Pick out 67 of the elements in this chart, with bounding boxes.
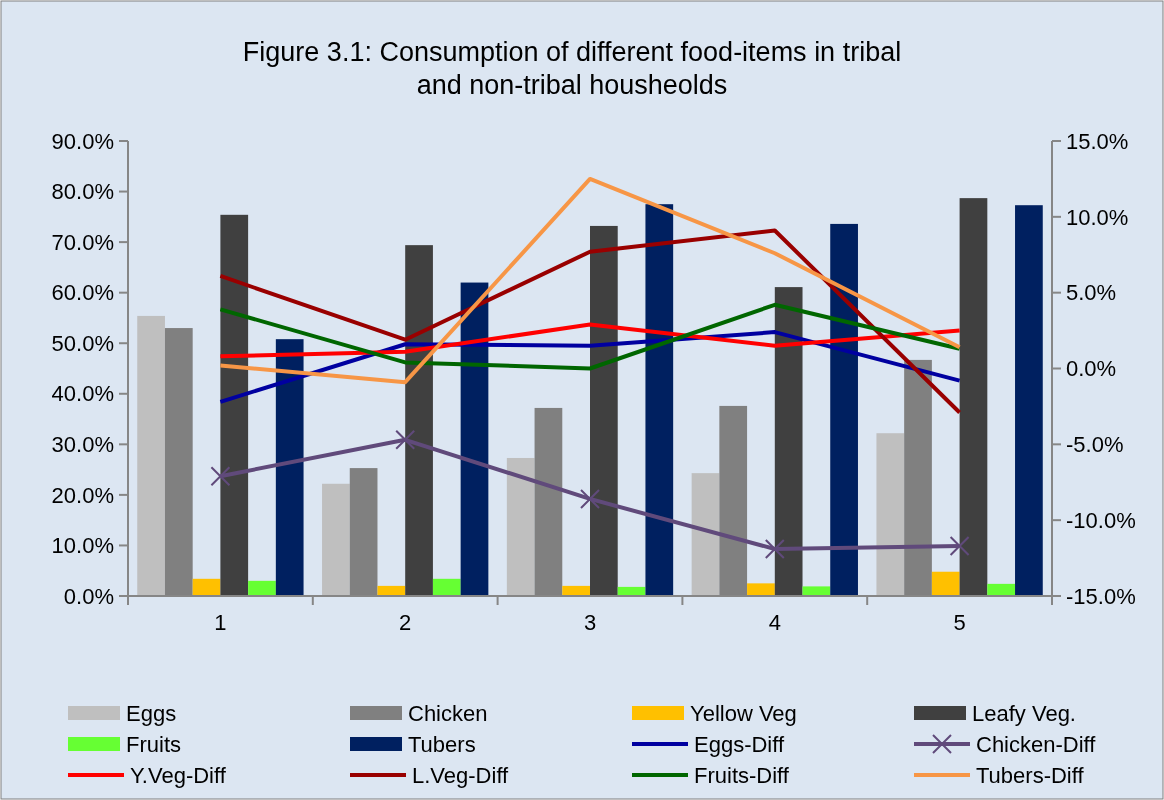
bar	[876, 433, 905, 596]
bar	[931, 571, 960, 596]
x-tick-label: 3	[583, 610, 597, 635]
legend-label: L.Veg-Diff	[412, 762, 510, 788]
bar	[405, 245, 433, 596]
legend-label: Tubers-Diff	[976, 762, 1085, 788]
y2-tick-label: 0.0%	[1066, 356, 1117, 382]
y2-tick-label: 15.0%	[1066, 128, 1129, 154]
legend-label: Chicken-Diff	[976, 731, 1097, 757]
bar	[220, 214, 249, 596]
bar	[506, 457, 535, 596]
bar	[377, 585, 406, 596]
bar	[590, 225, 618, 596]
y2-tick-label: -5.0%	[1066, 432, 1124, 458]
bar	[830, 223, 858, 596]
bar	[987, 583, 1016, 596]
x-tick-label: 4	[768, 610, 781, 635]
y-tick-label: 90.0%	[51, 128, 114, 154]
y-tick-label: 0.0%	[63, 583, 114, 609]
line-series	[218, 176, 962, 385]
bar	[1015, 205, 1043, 596]
legend-label: Eggs	[126, 700, 177, 726]
y-tick-label: 40.0%	[51, 381, 114, 407]
point	[949, 535, 970, 556]
point	[210, 466, 231, 487]
bar	[248, 580, 276, 596]
legend-label: Leafy Veg.	[972, 700, 1076, 726]
bar	[562, 585, 590, 596]
y2-tick-label: -10.0%	[1066, 507, 1136, 533]
y-tick-label: 70.0%	[51, 229, 114, 255]
legend-label: Fruits-Diff	[694, 762, 790, 788]
x-tick-label: 2	[399, 610, 412, 635]
y2-tick-label: 10.0%	[1066, 204, 1129, 230]
y-tick-label: 20.0%	[51, 482, 114, 508]
point	[395, 429, 416, 450]
y-tick-label: 30.0%	[51, 432, 114, 458]
bar	[275, 339, 304, 596]
bar	[645, 204, 674, 596]
x-tick-label: 5	[953, 610, 966, 635]
bar	[774, 287, 803, 596]
bar	[959, 198, 988, 596]
point	[580, 488, 600, 509]
legend-label: Chicken	[408, 700, 488, 726]
bar	[691, 473, 720, 596]
y-tick-label: 10.0%	[51, 533, 114, 559]
legend-label: Tubers	[408, 731, 476, 757]
y2-tick-label: -15.0%	[1066, 583, 1136, 609]
legend-label: Eggs-Diff	[694, 731, 785, 757]
legend-label: Y.Veg-Diff	[130, 762, 227, 788]
bar	[747, 583, 775, 596]
legend-label: Fruits	[126, 731, 181, 757]
bar	[192, 578, 221, 596]
bar	[137, 315, 165, 596]
y-tick-label: 50.0%	[51, 330, 114, 356]
y-tick-label: 60.0%	[51, 280, 114, 306]
line-series	[218, 228, 962, 415]
chart-title: Figure 3.1: Consumption of different food-items in tribal and non-tribal housheolds	[242, 37, 902, 100]
legend-label: Yellow Veg	[690, 700, 797, 726]
bar	[322, 483, 350, 596]
line-series	[218, 322, 962, 359]
y-tick-label: 80.0%	[51, 179, 114, 205]
bar	[802, 586, 831, 596]
x-tick-label: 1	[214, 610, 227, 635]
line-series	[218, 302, 962, 371]
bar	[432, 578, 461, 596]
point	[764, 538, 785, 559]
y2-tick-label: 5.0%	[1066, 280, 1117, 306]
